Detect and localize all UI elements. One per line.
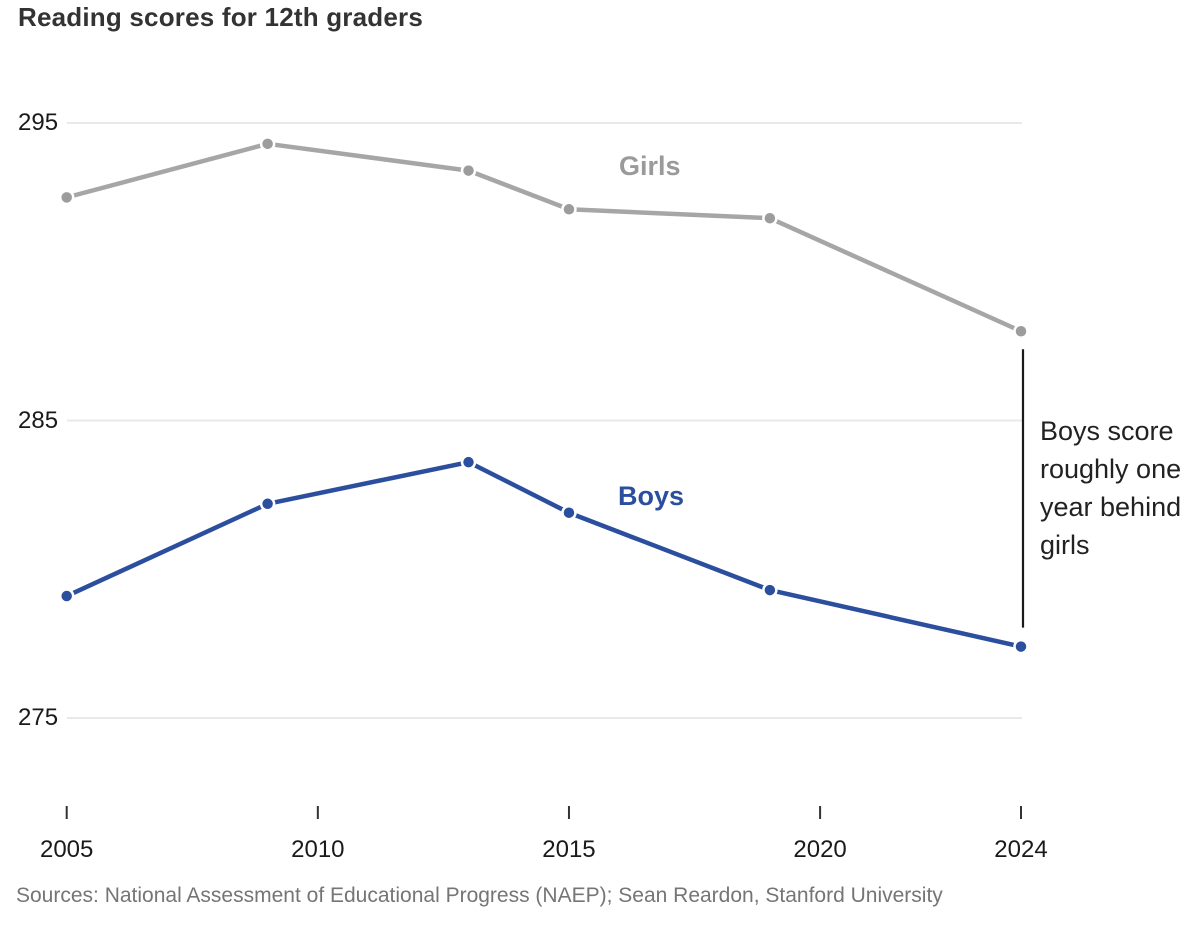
boys-point-2005 (58, 588, 75, 604)
girls-point-2024 (1013, 323, 1029, 339)
boys-point-2015 (561, 504, 577, 521)
boys-point-2009 (259, 496, 276, 512)
boys-line (64, 459, 1024, 649)
girls-point-2005 (58, 189, 75, 206)
girls-line (64, 141, 1024, 334)
girls-point-2019 (762, 210, 778, 226)
girls-point-2015 (561, 201, 577, 218)
girls-point-2009 (259, 136, 276, 152)
boys-point-2019 (762, 582, 778, 598)
boys-point-2013 (460, 454, 477, 470)
boys-point-2024 (1013, 638, 1029, 655)
girls-point-2013 (460, 162, 477, 179)
